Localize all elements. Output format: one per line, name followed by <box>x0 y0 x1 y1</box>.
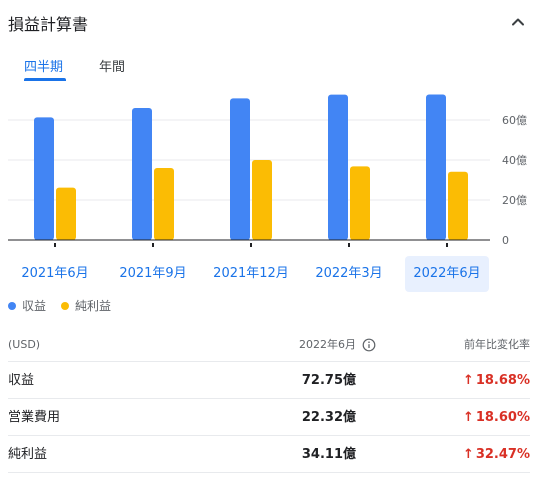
chevron-up-icon[interactable] <box>508 12 528 32</box>
currency-label: (USD) <box>8 338 41 351</box>
y-tick-label: 40億 <box>502 154 527 167</box>
net-income-bar <box>252 160 272 240</box>
revenue-bar <box>426 94 446 240</box>
table-header-row: (USD) 2022年6月 前年比変化率 <box>8 328 530 362</box>
legend-item-revenue: 収益 <box>8 297 46 314</box>
row-change: ↑ 18.60% <box>463 399 530 436</box>
change-value: 18.60% <box>475 410 530 425</box>
row-value: 22.32億 <box>301 410 356 425</box>
x-tick-mark <box>250 243 252 247</box>
income-bar-chart: 0 20億 40億 60億 <box>8 94 527 247</box>
legend-label: 純利益 <box>75 299 112 313</box>
revenue-bar <box>34 117 54 240</box>
table-row: 純利益 34.11億 ↑ 32.47% <box>8 436 530 473</box>
row-change: ↑ 18.68% <box>463 362 530 399</box>
revenue-bar <box>328 94 348 240</box>
legend-item-net-income: 純利益 <box>61 297 111 314</box>
revenue-bar <box>230 98 250 241</box>
net-income-legend-dot <box>61 301 69 310</box>
row-change: ↑ 32.47% <box>463 436 530 473</box>
period-option[interactable]: 2021年12月 <box>213 266 289 281</box>
arrow-up-icon: ↑ <box>462 373 474 388</box>
period-option[interactable]: 2021年6月 <box>21 266 89 281</box>
period-option[interactable]: 2021年9月 <box>119 266 187 281</box>
change-value: 18.68% <box>475 373 530 388</box>
y-tick-label: 60億 <box>502 114 527 127</box>
income-statement-header: 損益計算書 <box>0 0 542 44</box>
revenue-legend-dot <box>8 301 16 310</box>
row-label: 営業費用 <box>8 410 61 425</box>
net-income-bar <box>448 171 468 240</box>
arrow-up-icon: ↑ <box>462 410 474 425</box>
x-tick-mark <box>348 243 350 247</box>
net-income-bar <box>56 187 76 240</box>
row-value: 34.11億 <box>301 447 356 462</box>
y-tick-label: 20億 <box>502 194 527 207</box>
change-value: 32.47% <box>475 447 530 462</box>
row-label: 純利益 <box>8 447 48 462</box>
section-title: 損益計算書 <box>8 15 89 34</box>
tab-quarterly[interactable]: 四半期 <box>24 60 64 75</box>
tab-annual[interactable]: 年間 <box>99 60 126 75</box>
row-value: 72.75億 <box>301 373 356 388</box>
period-column-header: 2022年6月 <box>299 338 356 351</box>
period-option[interactable]: 2022年6月 <box>405 256 489 292</box>
period-tabs: 四半期 年間 <box>0 50 542 86</box>
net-income-bar <box>154 168 174 240</box>
active-tab-indicator <box>24 78 66 81</box>
yoy-change-header: 前年比変化率 <box>464 338 530 351</box>
x-tick-mark <box>446 243 448 247</box>
x-tick-mark <box>152 243 154 247</box>
arrow-up-icon: ↑ <box>462 447 474 462</box>
period-selector: 2021年6月 2021年9月 2021年12月 2022年3月 2022年6月 <box>0 256 542 292</box>
revenue-bar <box>132 108 152 240</box>
x-tick-mark <box>54 243 56 247</box>
legend-label: 収益 <box>22 299 47 313</box>
table-row: 収益 72.75億 ↑ 18.68% <box>8 362 530 399</box>
row-label: 収益 <box>8 373 35 388</box>
period-option[interactable]: 2022年3月 <box>315 266 383 281</box>
table-row: 営業費用 22.32億 ↑ 18.60% <box>8 399 530 436</box>
net-income-bar <box>350 166 370 240</box>
info-icon[interactable] <box>362 338 376 352</box>
y-tick-label: 0 <box>502 234 509 247</box>
